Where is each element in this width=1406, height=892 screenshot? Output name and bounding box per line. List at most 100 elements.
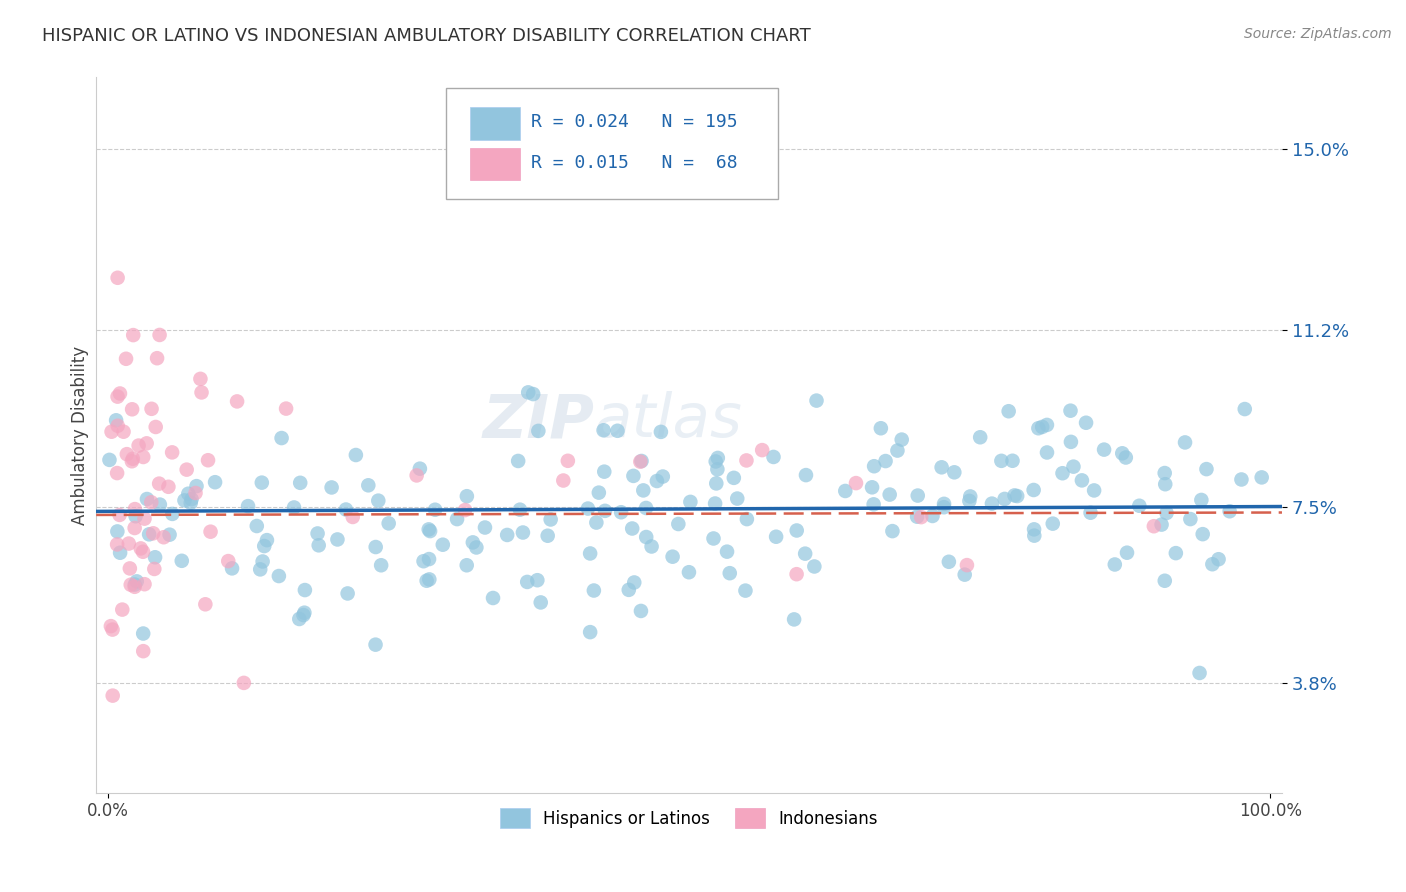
Point xyxy=(465,541,488,555)
Point xyxy=(270,431,292,445)
Point xyxy=(1153,466,1175,480)
Point xyxy=(1191,527,1213,541)
Point xyxy=(553,474,575,488)
Point xyxy=(1230,473,1253,487)
Point xyxy=(610,505,633,519)
Point xyxy=(249,562,271,576)
Point xyxy=(290,475,312,490)
Point xyxy=(704,496,727,510)
Point xyxy=(707,450,730,465)
Point xyxy=(957,494,980,508)
Point xyxy=(143,562,166,576)
Point xyxy=(294,582,316,597)
Point xyxy=(1189,492,1212,507)
Point xyxy=(112,425,135,439)
Point xyxy=(107,390,129,404)
Point xyxy=(143,550,166,565)
Point xyxy=(418,573,440,587)
Point xyxy=(751,443,773,458)
Point xyxy=(180,492,202,507)
Point xyxy=(100,619,122,633)
Point xyxy=(630,604,652,618)
Point xyxy=(221,561,243,575)
Point xyxy=(1071,474,1094,488)
Point xyxy=(120,578,142,592)
Point xyxy=(159,527,181,541)
Point xyxy=(253,539,276,553)
Point xyxy=(461,535,484,549)
Point xyxy=(633,483,655,498)
Point xyxy=(148,328,170,343)
Point xyxy=(105,466,128,480)
Point xyxy=(190,385,212,400)
Point xyxy=(579,625,602,640)
Point xyxy=(1128,499,1150,513)
Point xyxy=(108,546,131,560)
Point xyxy=(307,526,329,541)
Point xyxy=(786,524,808,538)
Point xyxy=(162,507,184,521)
Point xyxy=(516,574,538,589)
Point xyxy=(1180,512,1202,526)
Text: ZIP: ZIP xyxy=(482,392,595,450)
Point xyxy=(283,500,305,515)
Point xyxy=(118,561,141,575)
Point xyxy=(1208,552,1230,566)
Point xyxy=(456,558,478,573)
Point xyxy=(890,433,912,447)
Point xyxy=(907,489,929,503)
Point xyxy=(716,544,738,558)
Point xyxy=(706,462,728,476)
Point xyxy=(124,502,146,516)
Point xyxy=(170,554,193,568)
Point xyxy=(141,495,163,509)
Point xyxy=(124,521,146,535)
Point xyxy=(100,425,122,439)
Point xyxy=(959,490,981,504)
Point xyxy=(108,508,131,522)
Point xyxy=(845,476,868,491)
Point xyxy=(236,499,259,513)
Point xyxy=(446,512,468,526)
Point xyxy=(1042,516,1064,531)
Point xyxy=(943,466,966,480)
Text: Source: ZipAtlas.com: Source: ZipAtlas.com xyxy=(1244,27,1392,41)
Point xyxy=(409,461,432,475)
Point xyxy=(704,454,727,468)
Text: HISPANIC OR LATINO VS INDONESIAN AMBULATORY DISABILITY CORRELATION CHART: HISPANIC OR LATINO VS INDONESIAN AMBULAT… xyxy=(42,27,811,45)
Point xyxy=(1195,462,1218,476)
Point xyxy=(115,447,138,461)
Point xyxy=(932,497,955,511)
Point xyxy=(1059,403,1081,417)
Point xyxy=(377,516,399,531)
Point xyxy=(1004,488,1026,502)
Point xyxy=(783,612,806,626)
Point xyxy=(765,530,787,544)
Point xyxy=(148,476,170,491)
Point xyxy=(142,526,165,541)
Point xyxy=(121,451,143,466)
Point xyxy=(666,516,689,531)
Text: R = 0.024   N = 195: R = 0.024 N = 195 xyxy=(531,113,738,131)
Point xyxy=(252,554,274,568)
Point xyxy=(593,465,616,479)
Point xyxy=(292,606,315,620)
Point xyxy=(115,351,138,366)
Point xyxy=(101,623,124,637)
Point xyxy=(496,528,519,542)
Point xyxy=(146,351,169,366)
Point xyxy=(1164,546,1187,560)
Point xyxy=(651,469,673,483)
Point xyxy=(423,502,446,516)
Point xyxy=(803,559,825,574)
Point xyxy=(997,404,1019,418)
Point xyxy=(232,676,254,690)
Point xyxy=(1024,528,1046,542)
Point xyxy=(367,493,389,508)
Point xyxy=(593,504,616,518)
Point xyxy=(882,524,904,538)
FancyBboxPatch shape xyxy=(470,147,519,180)
Point xyxy=(336,586,359,600)
Point xyxy=(678,565,700,579)
Point xyxy=(1074,416,1097,430)
